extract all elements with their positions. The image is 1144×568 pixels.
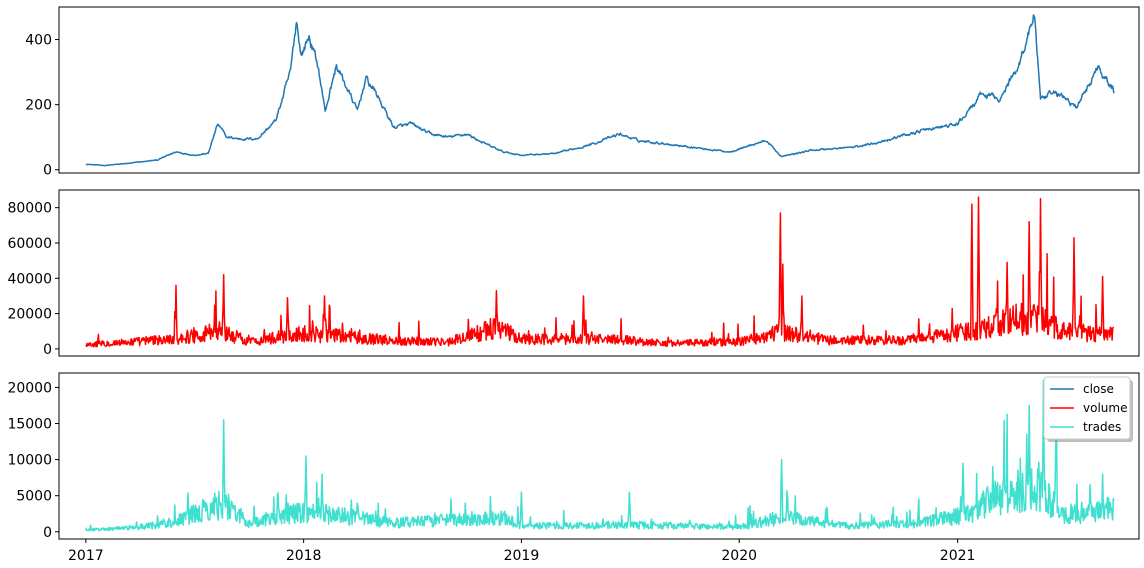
y-tick-label: 0 xyxy=(43,342,52,358)
x-tick-label: 2019 xyxy=(504,548,540,564)
x-tick-label: 2020 xyxy=(721,548,757,564)
x-tick-label: 2017 xyxy=(68,548,104,564)
legend-label-trades: trades xyxy=(1083,420,1121,434)
y-tick-label: 400 xyxy=(25,33,52,49)
series-line-trades xyxy=(85,379,1115,532)
y-tick-label: 5000 xyxy=(16,489,52,505)
axes-frame xyxy=(58,6,1140,174)
series-line-close xyxy=(85,14,1115,167)
volume-panel: 0 20000 40000 60000 80000 xyxy=(7,189,1140,358)
y-tick-label: 15000 xyxy=(7,417,52,433)
y-tick-label: 200 xyxy=(25,98,52,114)
x-tick-label: 2018 xyxy=(286,548,322,564)
trades-panel: 0 5000 10000 15000 20000 2017 2018 2019 2020 2021 xyxy=(7,372,1140,564)
y-tick-label: 40000 xyxy=(7,271,52,287)
y-tick-label: 20000 xyxy=(7,307,52,323)
y-tick-label: 10000 xyxy=(7,453,52,469)
y-tick-label: 80000 xyxy=(7,201,52,217)
legend-box xyxy=(1043,376,1131,440)
y-tick-label: 60000 xyxy=(7,236,52,252)
x-tick-label: 2021 xyxy=(940,548,976,564)
legend: close volume trades xyxy=(1043,376,1133,442)
y-tick-label: 0 xyxy=(43,163,52,179)
axes-frame xyxy=(58,372,1140,540)
series-line-volume xyxy=(85,196,1115,348)
close-panel: 0 200 400 xyxy=(25,6,1140,179)
axes-frame xyxy=(58,189,1140,357)
legend-label-volume: volume xyxy=(1083,401,1127,415)
y-tick-label: 0 xyxy=(43,525,52,541)
y-tick-label: 20000 xyxy=(7,380,52,396)
legend-label-close: close xyxy=(1083,382,1114,396)
